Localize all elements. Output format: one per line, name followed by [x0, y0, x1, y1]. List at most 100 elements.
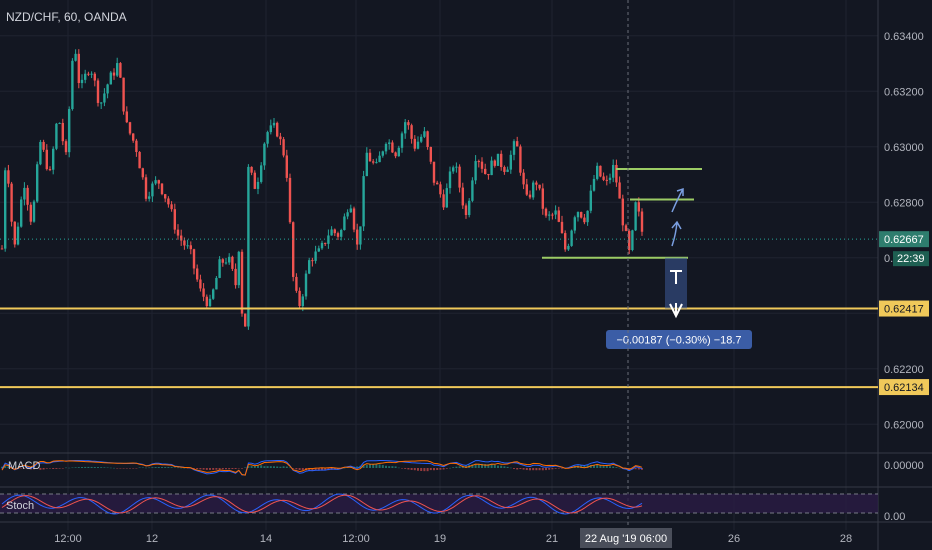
candle-body[interactable]: [554, 210, 557, 215]
candle-body[interactable]: [400, 133, 404, 148]
candle-body[interactable]: [407, 122, 410, 126]
candle-body[interactable]: [0, 248, 4, 250]
candle-body[interactable]: [23, 187, 26, 200]
candle-body[interactable]: [167, 198, 170, 205]
candle-body[interactable]: [253, 172, 256, 189]
stoch-pane[interactable]: 0.00: [0, 493, 905, 523]
candle-body[interactable]: [64, 141, 68, 153]
candle-body[interactable]: [618, 182, 621, 199]
candle-body[interactable]: [468, 200, 471, 215]
candle-body[interactable]: [634, 202, 637, 231]
candle-body[interactable]: [122, 77, 125, 112]
candle-body[interactable]: [420, 136, 423, 142]
candle-body[interactable]: [317, 248, 320, 252]
candle-body[interactable]: [359, 226, 362, 245]
candle-body[interactable]: [586, 210, 589, 223]
candle-body[interactable]: [96, 80, 100, 103]
candle-body[interactable]: [128, 122, 132, 134]
candle-body[interactable]: [52, 148, 55, 170]
candle-body[interactable]: [346, 212, 349, 217]
candle-body[interactable]: [640, 211, 644, 232]
candle-body[interactable]: [304, 273, 308, 297]
up-arrow-icon[interactable]: [671, 220, 682, 247]
candle-body[interactable]: [250, 166, 253, 173]
candle-body[interactable]: [26, 187, 29, 205]
candle-body[interactable]: [279, 136, 282, 140]
candle-body[interactable]: [500, 153, 503, 168]
candle-body[interactable]: [445, 188, 448, 208]
candle-body[interactable]: [439, 184, 442, 195]
candle-body[interactable]: [621, 198, 624, 226]
candle-body[interactable]: [352, 208, 356, 230]
candle-body[interactable]: [410, 125, 413, 139]
candle-body[interactable]: [404, 122, 407, 134]
candle-body[interactable]: [372, 161, 375, 163]
candle-body[interactable]: [212, 289, 215, 299]
candle-body[interactable]: [106, 84, 109, 94]
up-arrow-icon[interactable]: [671, 187, 684, 213]
candle-body[interactable]: [157, 180, 160, 184]
candle-body[interactable]: [330, 229, 333, 236]
candle-body[interactable]: [503, 167, 506, 172]
candle-body[interactable]: [208, 298, 212, 307]
candle-body[interactable]: [506, 169, 509, 172]
candle-body[interactable]: [4, 170, 7, 249]
candle-body[interactable]: [628, 230, 631, 251]
candle-body[interactable]: [199, 279, 202, 289]
macd-signal-line[interactable]: [1, 460, 643, 476]
candle-body[interactable]: [612, 164, 615, 178]
candle-body[interactable]: [288, 177, 292, 223]
candle-body[interactable]: [429, 147, 432, 162]
candle-body[interactable]: [276, 122, 279, 137]
candle-body[interactable]: [39, 141, 42, 165]
candle-body[interactable]: [551, 214, 554, 216]
candle-body[interactable]: [308, 260, 311, 274]
candle-body[interactable]: [231, 256, 234, 269]
candle-body[interactable]: [519, 146, 522, 173]
candle-body[interactable]: [234, 268, 237, 286]
candle-body[interactable]: [103, 93, 106, 103]
candle-body[interactable]: [144, 177, 148, 199]
candle-body[interactable]: [631, 230, 634, 251]
candle-body[interactable]: [100, 102, 103, 104]
candle-body[interactable]: [474, 161, 477, 181]
candle-body[interactable]: [602, 176, 605, 180]
candle-body[interactable]: [93, 73, 96, 81]
candle-body[interactable]: [516, 141, 519, 147]
candle-body[interactable]: [125, 111, 128, 123]
candle-body[interactable]: [48, 169, 52, 171]
candle-body[interactable]: [423, 131, 426, 137]
candle-body[interactable]: [608, 177, 612, 181]
macd-pane[interactable]: 0.00000: [1, 460, 924, 476]
candle-body[interactable]: [237, 251, 240, 286]
candle-body[interactable]: [535, 182, 538, 185]
candle-body[interactable]: [375, 162, 378, 164]
candle-body[interactable]: [583, 217, 586, 223]
candle-body[interactable]: [496, 153, 500, 166]
candle-body[interactable]: [10, 183, 13, 222]
candle-body[interactable]: [228, 256, 231, 263]
candle-body[interactable]: [266, 132, 269, 144]
candle-body[interactable]: [282, 139, 285, 156]
candle-body[interactable]: [548, 214, 551, 216]
candle-body[interactable]: [170, 204, 173, 210]
candle-body[interactable]: [260, 165, 263, 182]
candle-body[interactable]: [394, 152, 397, 157]
candle-body[interactable]: [570, 230, 573, 246]
candle-body[interactable]: [637, 202, 640, 212]
candle-body[interactable]: [148, 196, 151, 199]
candle-body[interactable]: [378, 155, 381, 163]
candle-body[interactable]: [532, 182, 535, 198]
candle-body[interactable]: [340, 230, 343, 237]
candle-body[interactable]: [324, 242, 327, 244]
candle-body[interactable]: [154, 180, 157, 184]
candle-body[interactable]: [55, 123, 58, 149]
candle-body[interactable]: [45, 149, 48, 170]
candle-body[interactable]: [36, 164, 39, 202]
candle-body[interactable]: [362, 176, 365, 227]
candle-body[interactable]: [480, 161, 484, 169]
candle-body[interactable]: [247, 166, 250, 327]
candle-body[interactable]: [436, 182, 439, 185]
candle-body[interactable]: [484, 168, 487, 175]
candle-body[interactable]: [455, 166, 458, 168]
